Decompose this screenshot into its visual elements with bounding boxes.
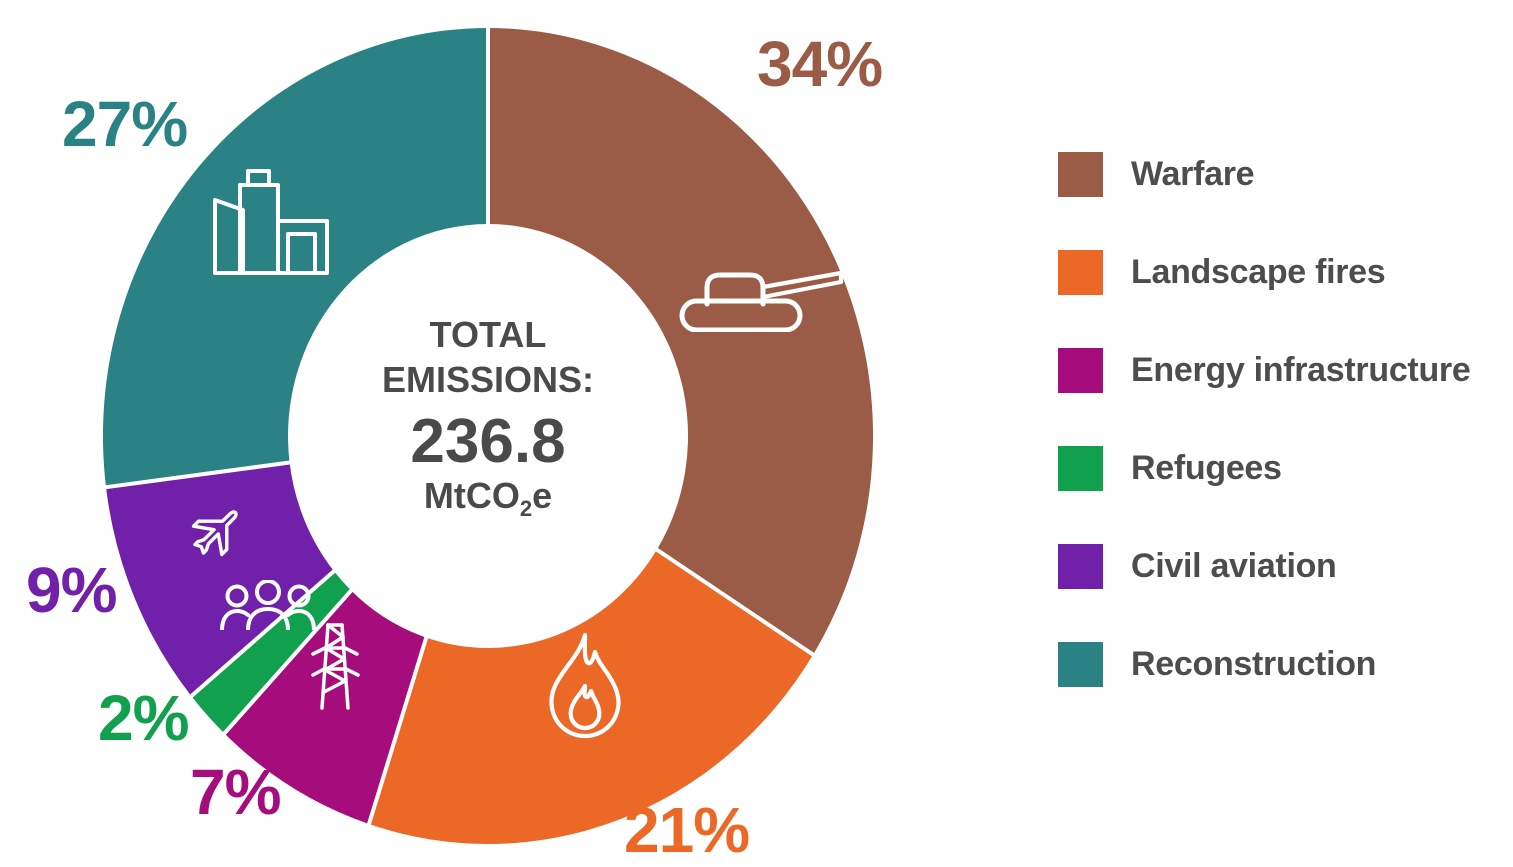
pct-label-energy-infrastructure: 7% xyxy=(190,756,281,828)
pct-label-refugees: 2% xyxy=(98,682,189,754)
airplane-icon xyxy=(188,498,250,560)
legend-swatch-refugees xyxy=(1058,446,1103,491)
legend-label-warfare: Warfare xyxy=(1131,155,1255,193)
legend-item-reconstruction: Reconstruction xyxy=(1058,642,1470,687)
slice-reconstruction xyxy=(102,27,488,488)
legend-item-civil-aviation: Civil aviation xyxy=(1058,544,1470,589)
legend-item-energy-infrastructure: Energy infrastructure xyxy=(1058,348,1471,393)
legend-item-warfare: Warfare xyxy=(1058,152,1470,197)
slice-separator xyxy=(189,568,337,699)
legend-swatch-energy-infrastructure xyxy=(1058,348,1103,393)
slice-energy-infrastructure xyxy=(224,590,427,824)
legend-label-landscape-fires: Landscape fires xyxy=(1131,253,1386,291)
unit-suffix: e xyxy=(532,475,553,517)
pct-label-landscape-fires: 21% xyxy=(624,794,750,866)
donut-chart xyxy=(102,27,874,844)
legend-swatch-warfare xyxy=(1058,152,1103,197)
total-emissions-heading: TOTAL EMISSIONS: xyxy=(381,314,595,401)
tank-icon xyxy=(677,262,847,332)
pct-label-civil-aviation: 9% xyxy=(26,554,117,626)
legend-label-energy-infrastructure: Energy infrastructure xyxy=(1131,351,1471,389)
unit-prefix: MtCO xyxy=(423,475,520,517)
slice-warfare xyxy=(488,28,874,655)
pct-label-warfare: 34% xyxy=(757,28,883,100)
people-group-icon xyxy=(220,580,316,630)
unit-subscript: 2 xyxy=(519,496,533,522)
buildings-icon xyxy=(212,168,332,283)
legend-swatch-civil-aviation xyxy=(1058,544,1103,589)
slice-separator xyxy=(366,636,429,826)
legend-swatch-reconstruction xyxy=(1058,642,1103,687)
slice-separator xyxy=(104,460,291,490)
slice-separator xyxy=(222,588,354,736)
legend: Warfare Landscape fires Energy infrastru… xyxy=(1058,152,1471,687)
slice-civil-aviation xyxy=(106,462,334,697)
slice-refugees xyxy=(191,571,352,734)
legend-item-refugees: Refugees xyxy=(1058,446,1470,491)
legend-label-civil-aviation: Civil aviation xyxy=(1131,547,1337,585)
legend-swatch-landscape-fires xyxy=(1058,250,1103,295)
electricity-pylon-icon xyxy=(311,618,361,713)
legend-label-refugees: Refugees xyxy=(1131,449,1282,487)
total-emissions-value: 236.8 xyxy=(410,406,566,476)
slice-separator xyxy=(654,547,816,657)
slice-landscape-fires xyxy=(369,549,814,844)
pct-label-reconstruction: 27% xyxy=(62,88,188,160)
total-emissions-unit: MtCO2e xyxy=(348,476,628,521)
donut-center-text: TOTAL EMISSIONS: 236.8 MtCO2e xyxy=(348,312,628,522)
legend-label-reconstruction: Reconstruction xyxy=(1131,645,1377,683)
legend-item-landscape-fires: Landscape fires xyxy=(1058,250,1470,295)
flame-icon xyxy=(543,630,627,742)
